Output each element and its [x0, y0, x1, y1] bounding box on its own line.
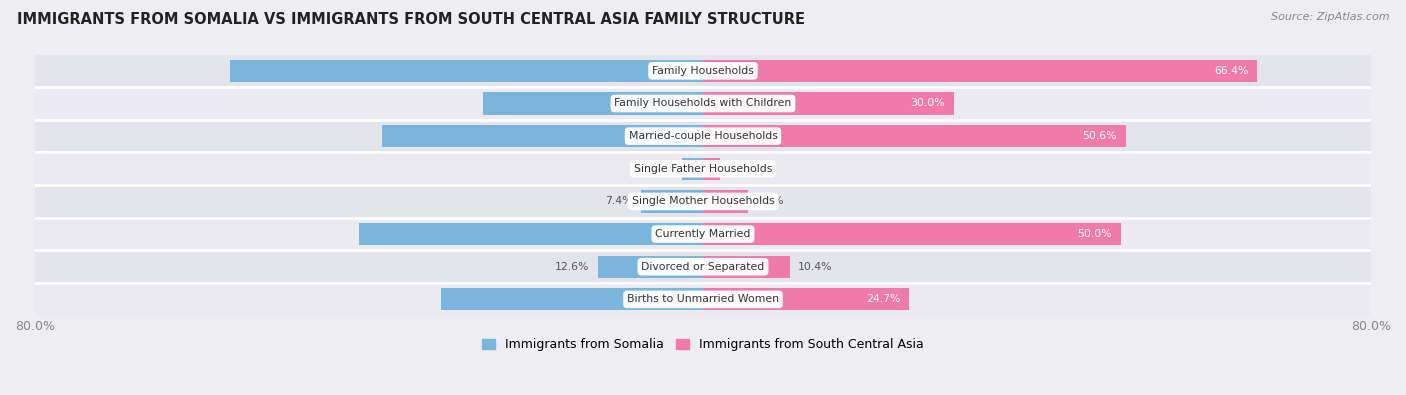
Bar	[35, 218, 1371, 250]
Text: Married-couple Households: Married-couple Households	[628, 131, 778, 141]
Text: Source: ZipAtlas.com: Source: ZipAtlas.com	[1271, 12, 1389, 22]
Text: 2.0%: 2.0%	[728, 164, 755, 174]
Text: 2.5%: 2.5%	[647, 164, 673, 174]
Bar	[703, 92, 953, 115]
Text: 41.2%: 41.2%	[661, 229, 695, 239]
Bar	[598, 256, 703, 278]
Legend: Immigrants from Somalia, Immigrants from South Central Asia: Immigrants from Somalia, Immigrants from…	[478, 333, 928, 356]
Bar	[35, 152, 1371, 185]
Bar	[359, 223, 703, 245]
Bar	[35, 55, 1371, 87]
Bar	[641, 190, 703, 213]
Text: Single Father Households: Single Father Households	[634, 164, 772, 174]
Bar	[703, 190, 748, 213]
Text: 50.0%: 50.0%	[1077, 229, 1112, 239]
Text: 38.4%: 38.4%	[661, 131, 695, 141]
Text: 50.6%: 50.6%	[1083, 131, 1118, 141]
Text: 26.3%: 26.3%	[661, 98, 695, 109]
Text: 30.0%: 30.0%	[911, 98, 945, 109]
Bar	[703, 125, 1126, 147]
Bar	[229, 60, 703, 82]
Text: 5.4%: 5.4%	[756, 196, 785, 207]
Text: 7.4%: 7.4%	[606, 196, 633, 207]
Text: Family Households with Children: Family Households with Children	[614, 98, 792, 109]
Bar	[382, 125, 703, 147]
Bar	[703, 288, 910, 310]
Bar	[35, 250, 1371, 283]
Text: 12.6%: 12.6%	[555, 262, 589, 272]
Text: 24.7%: 24.7%	[866, 294, 901, 305]
Bar	[35, 87, 1371, 120]
Bar	[682, 158, 703, 180]
Bar	[484, 92, 703, 115]
Bar	[35, 120, 1371, 152]
Text: 56.7%: 56.7%	[661, 66, 695, 76]
Text: Currently Married: Currently Married	[655, 229, 751, 239]
Bar	[35, 283, 1371, 316]
Text: 31.4%: 31.4%	[661, 294, 695, 305]
Bar	[35, 185, 1371, 218]
Text: Births to Unmarried Women: Births to Unmarried Women	[627, 294, 779, 305]
Bar	[703, 158, 720, 180]
Text: IMMIGRANTS FROM SOMALIA VS IMMIGRANTS FROM SOUTH CENTRAL ASIA FAMILY STRUCTURE: IMMIGRANTS FROM SOMALIA VS IMMIGRANTS FR…	[17, 12, 804, 27]
Bar	[703, 256, 790, 278]
Bar	[703, 223, 1121, 245]
Text: Family Households: Family Households	[652, 66, 754, 76]
Text: 66.4%: 66.4%	[1215, 66, 1249, 76]
Text: Divorced or Separated: Divorced or Separated	[641, 262, 765, 272]
Bar	[703, 60, 1257, 82]
Bar	[441, 288, 703, 310]
Text: 10.4%: 10.4%	[799, 262, 832, 272]
Text: Single Mother Households: Single Mother Households	[631, 196, 775, 207]
